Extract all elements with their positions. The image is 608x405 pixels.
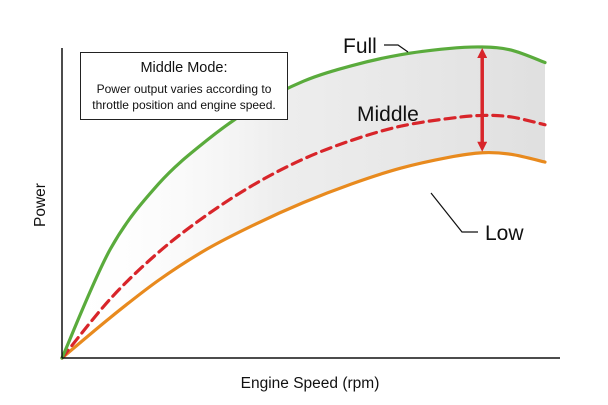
annotation-title: Middle Mode:	[140, 60, 228, 76]
series-line-full	[60, 45, 547, 360]
series-label-low: Low	[485, 222, 524, 245]
annotation-line-1: Power output varies according to	[96, 82, 272, 96]
annotation-line-2: throttle position and engine speed.	[92, 98, 276, 112]
series-label-leader-low	[430, 192, 478, 233]
series-label-full: Full	[343, 35, 377, 58]
y-axis-label: Power	[32, 183, 49, 227]
series-label-leader-full	[384, 44, 409, 53]
series-label-middle: Middle	[357, 103, 419, 126]
middle-mode-annotation: Middle Mode: Power output varies accordi…	[80, 52, 288, 120]
x-axis-label: Engine Speed (rpm)	[241, 375, 380, 392]
annotation-body: Power output varies according to throttl…	[81, 81, 287, 113]
series-line-low	[60, 150, 547, 360]
